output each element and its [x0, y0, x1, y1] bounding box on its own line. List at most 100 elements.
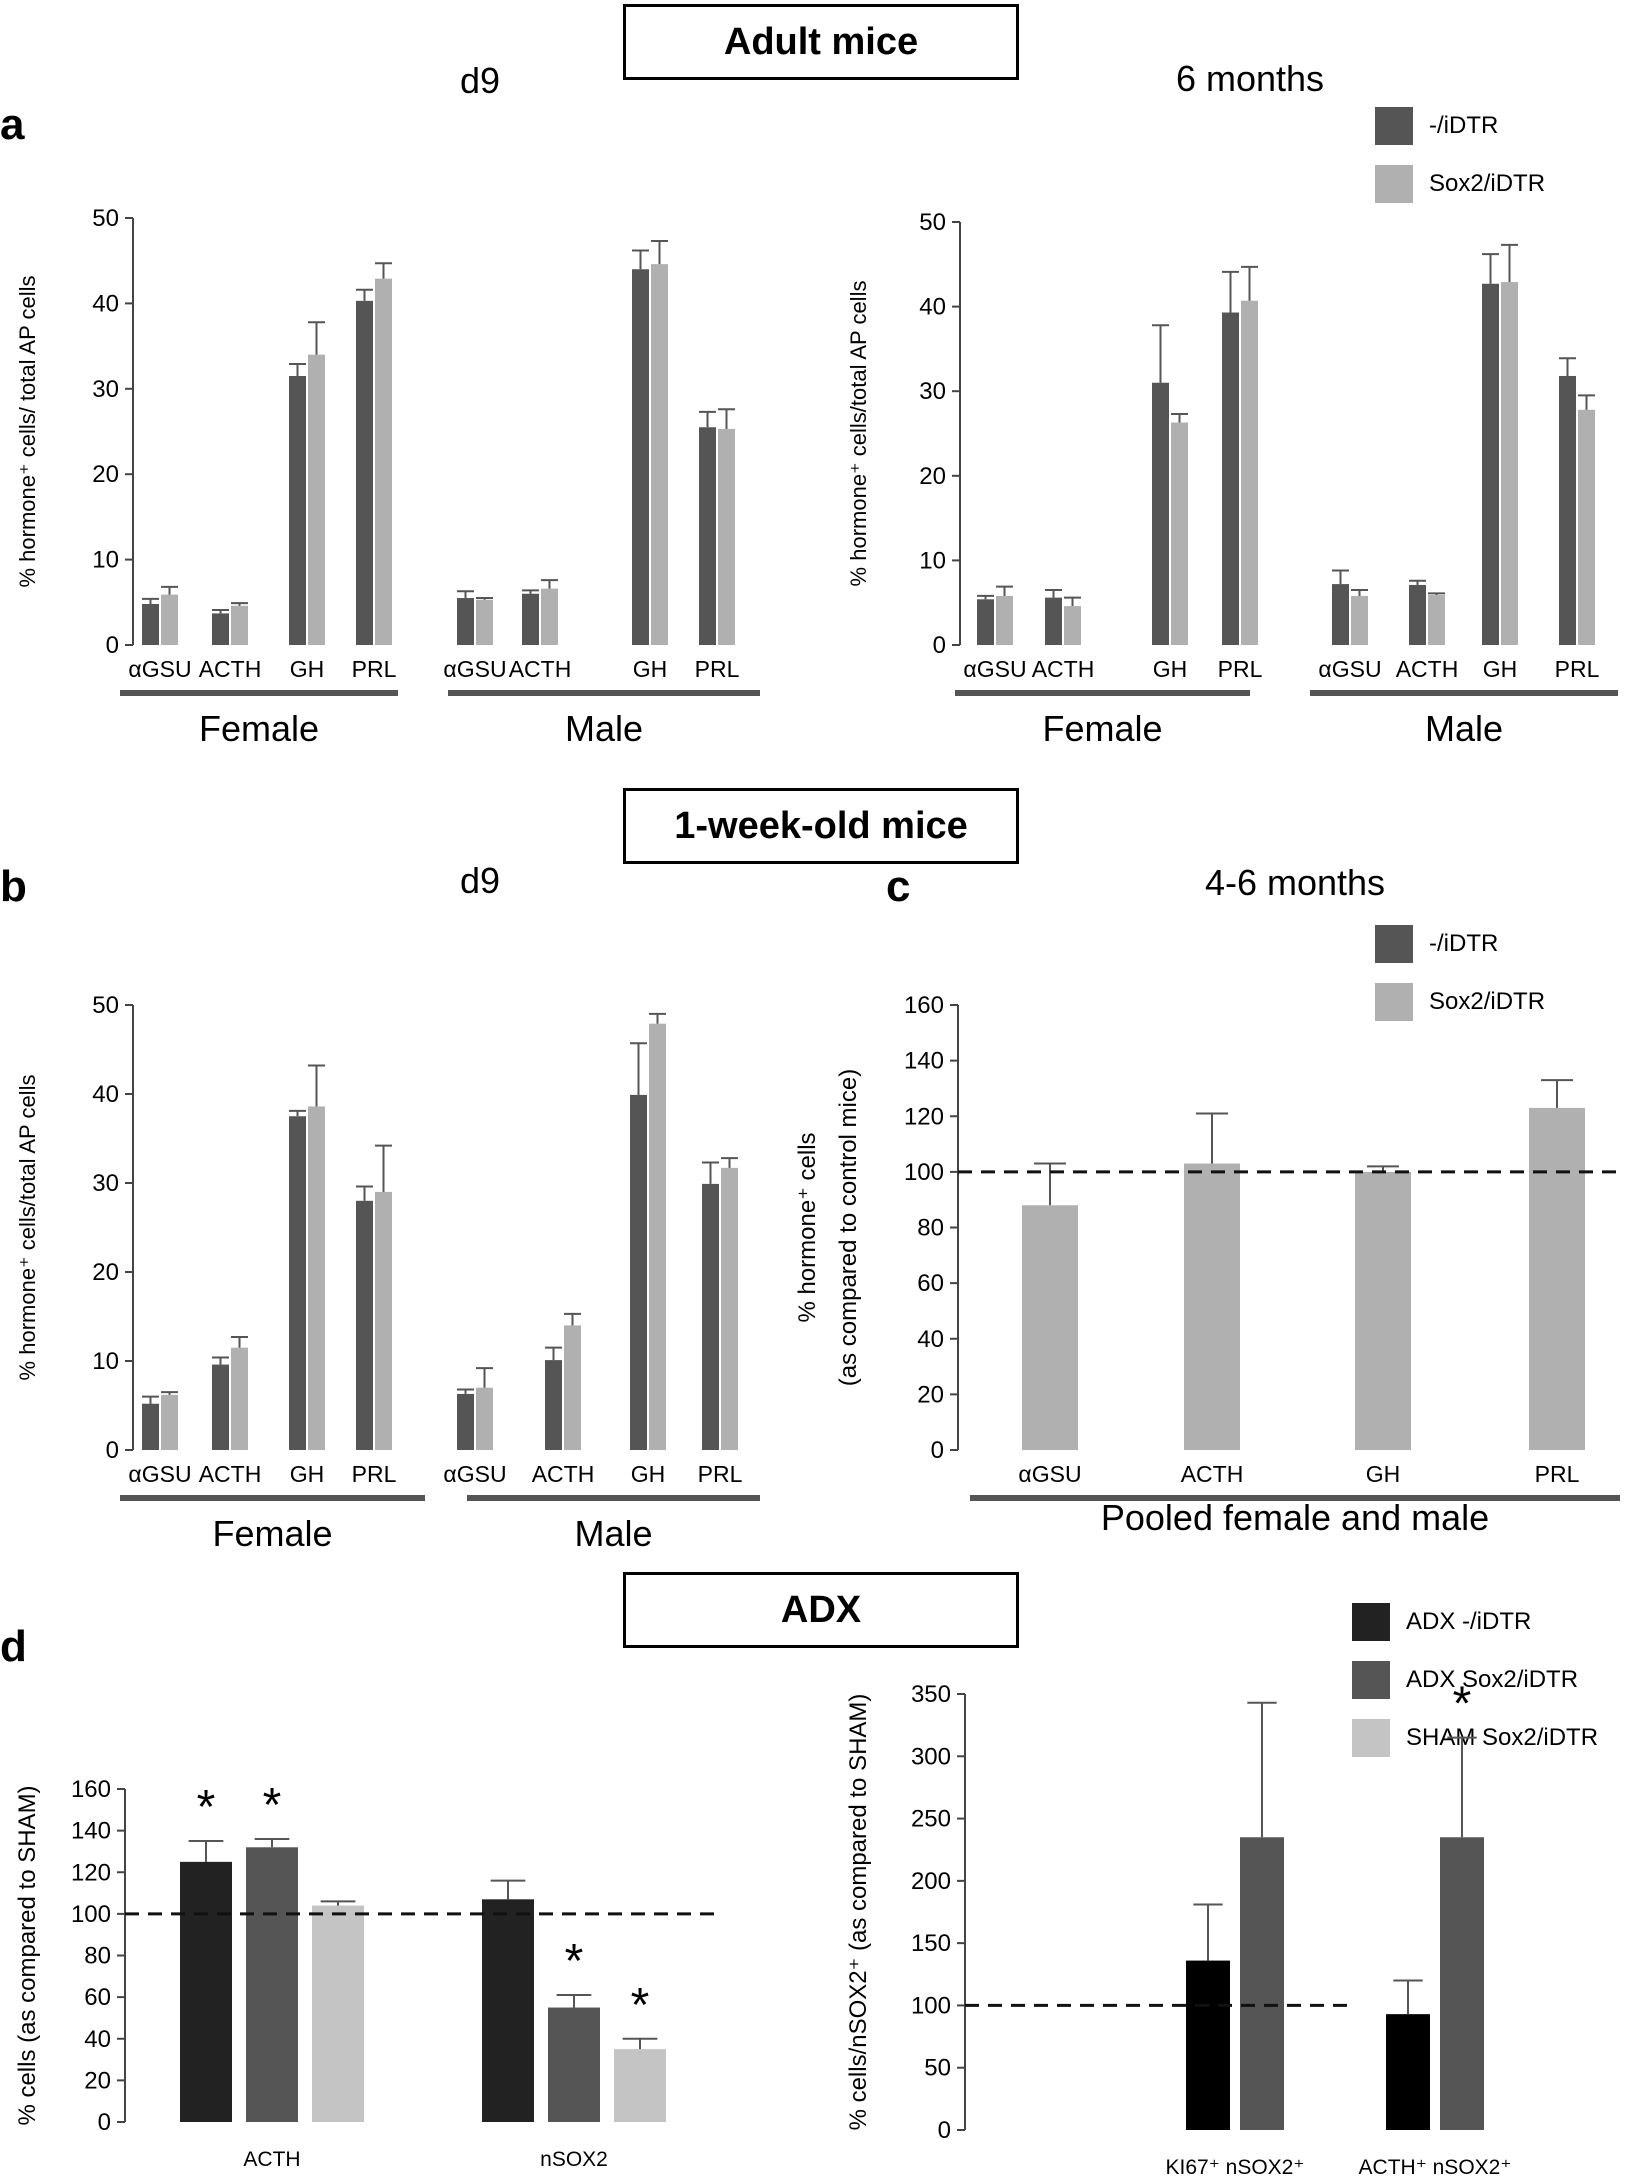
significance-marker: *: [197, 1781, 216, 1834]
legend-a: -/iDTR Sox2/iDTR: [1375, 106, 1545, 222]
legend-c: -/iDTR Sox2/iDTR: [1375, 924, 1545, 1040]
x-tick-label: ACTH⁺ nSOX2⁺: [1359, 2156, 1512, 2179]
header-adult-mice: Adult mice: [623, 4, 1019, 80]
x-tick-label: ACTH: [199, 656, 262, 682]
bar: [632, 269, 649, 645]
bar: [457, 1393, 474, 1450]
legend-item: SHAM Sox2/iDTR: [1352, 1718, 1598, 1758]
bar: [541, 588, 558, 645]
bar: [289, 1116, 306, 1450]
bar: [1529, 1107, 1585, 1450]
group-label: Female: [212, 1513, 332, 1554]
legend-item: Sox2/iDTR: [1375, 982, 1545, 1022]
y-tick-label: 50: [919, 209, 946, 236]
y-axis-label: % cells (as compared to SHAM): [14, 1785, 41, 2125]
bar: [1064, 606, 1081, 645]
x-tick-label: αGSU: [443, 1461, 506, 1487]
y-tick-label: 20: [92, 1259, 119, 1286]
y-axis-label: % hormone⁺ cells/ total AP cells: [15, 275, 40, 587]
legend-swatch: [1375, 165, 1413, 203]
x-tick-label: PRL: [695, 656, 740, 682]
y-tick-label: 160: [904, 992, 944, 1019]
x-tick-label: ACTH: [509, 656, 572, 682]
x-tick-label: nSOX2: [540, 2148, 608, 2171]
x-tick-label: GH: [631, 1461, 666, 1487]
y-tick-label: 120: [71, 1859, 111, 1886]
legend-swatch: [1352, 1719, 1390, 1757]
legend-label: ADX -/iDTR: [1406, 1608, 1532, 1635]
bar: [312, 1905, 364, 2122]
bar: [1351, 595, 1368, 645]
bar: [1332, 584, 1349, 645]
y-tick-label: 30: [919, 378, 946, 405]
legend-item: Sox2/iDTR: [1375, 164, 1545, 204]
panel-letter-c: c: [886, 862, 911, 911]
x-tick-label: αGSU: [963, 656, 1026, 682]
bar: [721, 1167, 738, 1450]
y-axis-label: (as compared to control mice): [835, 1069, 862, 1386]
bar: [356, 1200, 373, 1450]
y-tick-label: 0: [933, 632, 946, 659]
bar: [161, 1394, 178, 1450]
x-tick-label: ACTH: [243, 2148, 300, 2171]
header-1-week-old-mice: 1-week-old mice: [623, 788, 1019, 864]
y-tick-label: 10: [919, 547, 946, 574]
x-tick-label: ACTH: [1181, 1461, 1244, 1487]
y-tick-label: 140: [904, 1048, 944, 1075]
y-tick-label: 50: [92, 205, 119, 232]
group-label: Male: [1425, 708, 1503, 749]
bar: [212, 1364, 229, 1450]
y-tick-label: 0: [106, 1437, 119, 1464]
x-axis-label: Pooled female and male: [1101, 1497, 1489, 1538]
y-tick-label: 30: [92, 1170, 119, 1197]
legend-label: -/iDTR: [1429, 930, 1499, 957]
legend-label: Sox2/iDTR: [1429, 988, 1546, 1015]
group-label: Male: [565, 708, 643, 749]
legend-d: ADX -/iDTR ADX Sox2/iDTR SHAM Sox2/iDTR: [1352, 1602, 1598, 1776]
y-tick-label: 40: [92, 1081, 119, 1108]
bar: [356, 300, 373, 645]
bar: [231, 1347, 248, 1450]
legend-swatch: [1352, 1661, 1390, 1699]
panel-letter-b: b: [0, 862, 27, 911]
bar: [702, 1183, 719, 1450]
y-tick-label: 80: [84, 1943, 111, 1970]
bar: [1501, 282, 1518, 645]
subtitle-b: d9: [459, 860, 501, 901]
bar: [375, 1191, 392, 1450]
x-tick-label: αGSU: [128, 656, 191, 682]
bar: [308, 1106, 325, 1450]
bar: [1184, 1163, 1240, 1450]
x-tick-label: PRL: [352, 656, 397, 682]
x-tick-label: ACTH: [532, 1461, 595, 1487]
y-tick-label: 40: [919, 294, 946, 321]
bar: [1222, 312, 1239, 645]
bar: [476, 599, 493, 645]
legend-swatch: [1375, 925, 1413, 963]
bar: [1559, 375, 1576, 645]
y-tick-label: 0: [98, 2109, 111, 2136]
group-label: Female: [1042, 708, 1162, 749]
bar: [522, 593, 539, 645]
y-tick-label: 80: [917, 1215, 944, 1242]
subtitle-a-left: d9: [459, 60, 501, 101]
bar: [1240, 1837, 1284, 2130]
y-tick-label: 100: [71, 1901, 111, 1928]
y-tick-label: 350: [911, 1681, 951, 1708]
legend-swatch: [1375, 983, 1413, 1021]
y-tick-label: 120: [904, 1103, 944, 1130]
significance-marker: *: [565, 1935, 584, 1988]
x-tick-label: ACTH: [1032, 656, 1095, 682]
y-tick-label: 50: [924, 2055, 951, 2082]
x-tick-label: GH: [1483, 656, 1518, 682]
subtitle-a-right: 6 months: [1175, 58, 1325, 99]
y-tick-label: 200: [911, 1868, 951, 1895]
bar: [142, 604, 159, 645]
bar: [1186, 1960, 1230, 2130]
header-adx: ADX: [623, 1572, 1019, 1648]
bar: [246, 1847, 298, 2122]
subtitle-c: 4-6 months: [1204, 862, 1386, 903]
bar: [457, 598, 474, 645]
x-tick-label: αGSU: [1318, 656, 1381, 682]
